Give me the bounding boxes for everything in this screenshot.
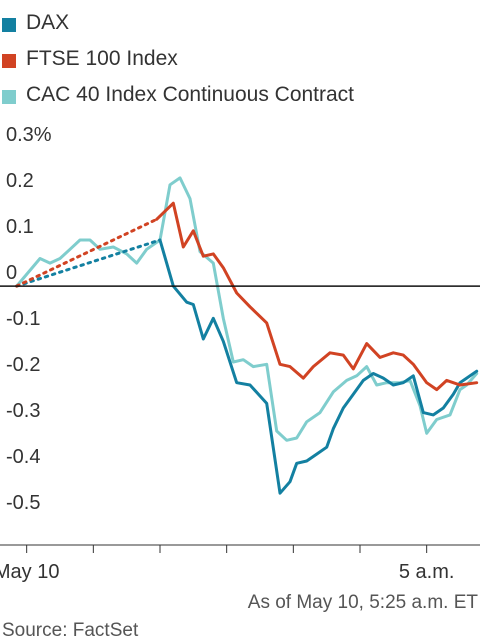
y-tick-label: 0.2 bbox=[6, 170, 34, 192]
legend-item-dax: DAX bbox=[0, 8, 480, 44]
y-axis-tick-labels: 0.3% 0.2 0.1 0 -0.1 -0.2 -0.3 -0.4 -0.5 bbox=[6, 124, 52, 514]
legend-label-cac: CAC 40 Index Continuous Contract bbox=[26, 83, 355, 106]
series-dotted-ftse-100-index bbox=[15, 217, 159, 288]
y-tick-label: -0.2 bbox=[6, 354, 40, 376]
y-tick-label: 0 bbox=[6, 262, 17, 284]
x-tick-label: May 10 bbox=[0, 561, 59, 583]
x-tick-label: 5 a.m. bbox=[399, 561, 455, 583]
source-note: Source: FactSet bbox=[2, 620, 139, 640]
y-tick-label: -0.5 bbox=[6, 492, 40, 514]
y-tick-label: -0.4 bbox=[6, 446, 40, 468]
series-lines bbox=[15, 176, 479, 495]
series-line-ftse-100-index bbox=[155, 201, 479, 392]
legend-item-cac: CAC 40 Index Continuous Contract bbox=[0, 80, 480, 116]
legend-swatch-ftse bbox=[2, 54, 16, 68]
y-tick-label: 0.1 bbox=[6, 216, 34, 238]
chart-legend: DAX FTSE 100 Index CAC 40 Index Continuo… bbox=[0, 8, 480, 116]
series-line-dax bbox=[158, 238, 479, 495]
y-tick-label: -0.1 bbox=[6, 308, 40, 330]
x-axis-tick-labels: May 10 5 a.m. bbox=[0, 561, 454, 583]
legend-swatch-cac bbox=[2, 90, 16, 104]
legend-label-ftse: FTSE 100 Index bbox=[26, 47, 178, 70]
y-tick-label: -0.3 bbox=[6, 400, 40, 422]
x-axis bbox=[0, 544, 480, 553]
series-line-cac-40-index-continuous-contract bbox=[15, 176, 479, 442]
legend-label-dax: DAX bbox=[26, 11, 70, 34]
y-tick-label: 0.3% bbox=[6, 124, 52, 146]
legend-item-ftse: FTSE 100 Index bbox=[0, 44, 480, 80]
timestamp-note: As of May 10, 5:25 a.m. ET bbox=[248, 592, 479, 613]
legend-swatch-dax bbox=[2, 18, 16, 32]
series-dotted-dax bbox=[15, 238, 162, 288]
